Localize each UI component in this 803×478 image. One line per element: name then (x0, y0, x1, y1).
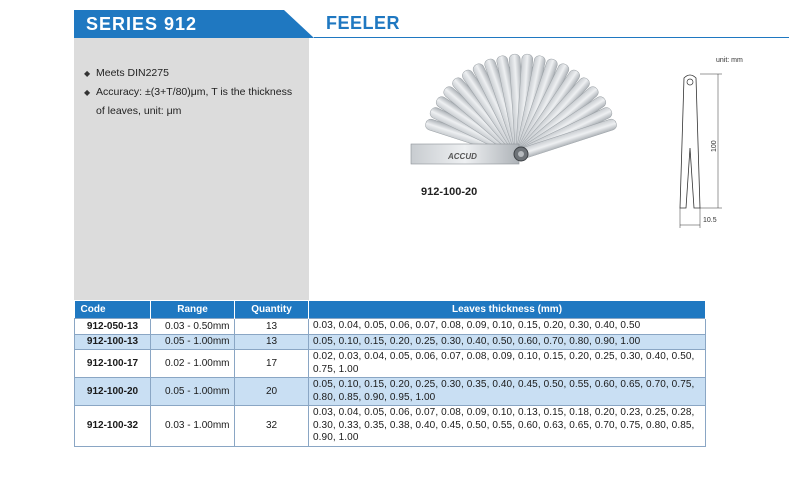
cell-quantity: 20 (234, 377, 309, 406)
table-row: 912-100-20 0.05 - 1.00mm 20 0.05, 0.10, … (74, 377, 706, 406)
table-row: 912-100-32 0.03 - 1.00mm 32 0.03, 0.04, … (74, 405, 706, 447)
feeler-gauge-image: ACCUD (410, 53, 617, 165)
image-caption: 912-100-20 (421, 186, 478, 198)
table-row: 912-100-17 0.02 - 1.00mm 17 0.02, 0.03, … (74, 349, 706, 378)
spec-table: Code Range Quantity Leaves thickness (mm… (74, 301, 706, 447)
dimension-drawing: 100 10.5 (679, 73, 722, 228)
diamond-bullet-icon: ◆ (84, 69, 91, 78)
header-rule (314, 37, 789, 38)
cell-code: 912-100-32 (74, 405, 151, 447)
brand-label: ACCUD (447, 152, 477, 161)
table-row: 912-100-13 0.05 - 1.00mm 13 0.05, 0.10, … (74, 333, 706, 350)
col-header-quantity: Quantity (234, 301, 309, 319)
cell-range: 0.03 - 0.50mm (150, 318, 235, 335)
cell-leaves: 0.05, 0.10, 0.15, 0.20, 0.25, 0.30, 0.40… (308, 333, 706, 350)
feature-item: ◆ Meets DIN2275 (84, 64, 292, 83)
cell-code: 912-100-13 (74, 333, 151, 350)
cell-leaves: 0.05, 0.10, 0.15, 0.20, 0.25, 0.30, 0.35… (308, 377, 706, 406)
cell-range: 0.05 - 1.00mm (150, 333, 235, 350)
blade-hole (686, 78, 694, 86)
cell-leaves: 0.03, 0.04, 0.05, 0.06, 0.07, 0.08, 0.09… (308, 318, 706, 335)
cell-quantity: 13 (234, 333, 309, 350)
diamond-bullet-icon: ◆ (84, 88, 91, 97)
length-label: 100 (711, 140, 718, 152)
series-header-tab: SERIES 912 (74, 10, 314, 38)
blade-outline (679, 74, 701, 209)
cell-code: 912-100-20 (74, 377, 151, 406)
cell-quantity: 13 (234, 318, 309, 335)
cell-leaves: 0.02, 0.03, 0.04, 0.05, 0.06, 0.07, 0.08… (308, 349, 706, 378)
feature-item-continued: of leaves, unit: μm (84, 102, 292, 121)
feature-item: ◆ Accuracy: ±(3+T/80)μm, T is the thickn… (84, 83, 292, 102)
table-row: 912-050-13 0.03 - 0.50mm 13 0.03, 0.04, … (74, 318, 706, 335)
cell-range: 0.03 - 1.00mm (150, 405, 235, 447)
pivot-screw-center (518, 151, 524, 157)
series-title: SERIES 912 (86, 14, 198, 34)
feature-text: Accuracy: ±(3+T/80)μm, T is the thicknes… (96, 86, 293, 98)
cell-leaves: 0.03, 0.04, 0.05, 0.06, 0.07, 0.08, 0.09… (308, 405, 706, 447)
cell-code: 912-050-13 (74, 318, 151, 335)
cell-range: 0.02 - 1.00mm (150, 349, 235, 378)
col-header-range: Range (150, 301, 235, 319)
width-label: 10.5 (703, 217, 717, 224)
gauge-blades (425, 53, 617, 159)
cell-range: 0.05 - 1.00mm (150, 377, 235, 406)
feature-text: of leaves, unit: μm (96, 105, 182, 117)
col-header-leaves: Leaves thickness (mm) (308, 301, 706, 319)
cell-quantity: 17 (234, 349, 309, 378)
cell-code: 912-100-17 (74, 349, 151, 378)
col-header-code: Code (74, 301, 151, 319)
product-title: FEELER (326, 13, 401, 33)
cell-quantity: 32 (234, 405, 309, 447)
table-header-row: Code Range Quantity Leaves thickness (mm… (74, 301, 706, 319)
feature-panel (74, 38, 309, 300)
feature-list: ◆ Meets DIN2275 ◆ Accuracy: ±(3+T/80)μm,… (84, 64, 292, 121)
unit-label: unit: mm (716, 57, 743, 64)
feature-text: Meets DIN2275 (96, 67, 169, 79)
